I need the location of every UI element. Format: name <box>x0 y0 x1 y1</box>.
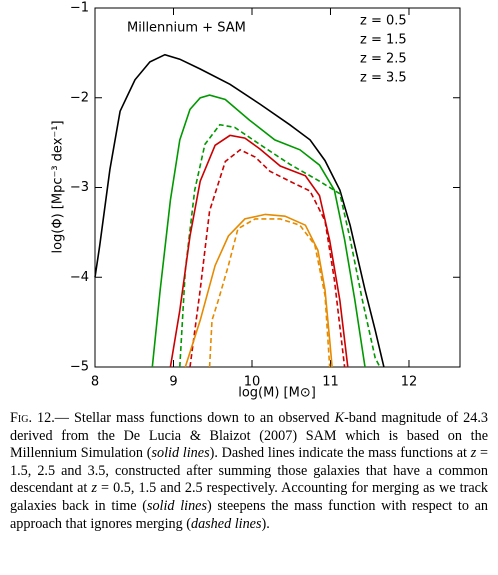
caption-text: = 0.5, 1.5 and 2.5 respectively. Account… <box>10 480 489 514</box>
y-tick-label: −5 <box>70 360 89 375</box>
caption-text: z <box>91 480 97 497</box>
legend-label: z = 3.5 <box>360 71 407 86</box>
x-tick-label: 12 <box>401 375 418 390</box>
series-line <box>189 148 346 368</box>
y-axis-label: log(Φ) [Mpc⁻³ dex⁻¹] <box>51 120 66 253</box>
series-line <box>179 123 381 368</box>
series-line <box>151 94 366 368</box>
y-tick-label: −2 <box>70 90 89 105</box>
x-tick-label: 9 <box>169 375 177 390</box>
caption-text: Stellar mass functions down to an observ… <box>68 410 335 426</box>
caption-label: Fig. 12.— <box>10 410 69 426</box>
caption: Fig. 12.— Stellar mass functions down to… <box>10 410 488 533</box>
legend-label: z = 0.5 <box>360 14 407 29</box>
series-line <box>208 218 331 368</box>
caption-text: ) steepens the mass function with respec… <box>10 497 488 532</box>
x-tick-label: 8 <box>91 375 99 390</box>
x-tick-label: 11 <box>322 375 339 390</box>
caption-text: dashed lines <box>190 515 262 532</box>
annotation: Millennium + SAM <box>127 21 246 36</box>
caption-text: -band magnitude of 24.3 derived from the… <box>10 410 488 462</box>
caption-text: ). Dashed lines indicate the mass functi… <box>209 445 471 462</box>
x-axis-label: log(M) [M⊙] <box>238 386 316 401</box>
caption-text: = 1.5, 2.5 and 3.5, constructed after su… <box>10 445 488 497</box>
series-line <box>94 53 385 368</box>
caption-text: z <box>470 445 477 462</box>
y-tick-label: −3 <box>70 180 89 195</box>
series-line <box>184 213 333 368</box>
caption-text: K <box>334 410 345 426</box>
series-line <box>169 134 349 368</box>
y-tick-label: −1 <box>70 1 89 16</box>
caption-text: solid lines <box>151 445 210 462</box>
chart: Millennium + SAM log(M) [M⊙] log(Φ) [Mpc… <box>51 1 461 401</box>
caption-text: ). <box>261 515 270 532</box>
caption-text: solid lines <box>146 497 207 514</box>
legend-label: z = 1.5 <box>360 33 407 48</box>
y-tick-label: −4 <box>70 270 89 285</box>
x-tick-label: 10 <box>244 375 261 390</box>
legend-label: z = 2.5 <box>360 52 407 67</box>
